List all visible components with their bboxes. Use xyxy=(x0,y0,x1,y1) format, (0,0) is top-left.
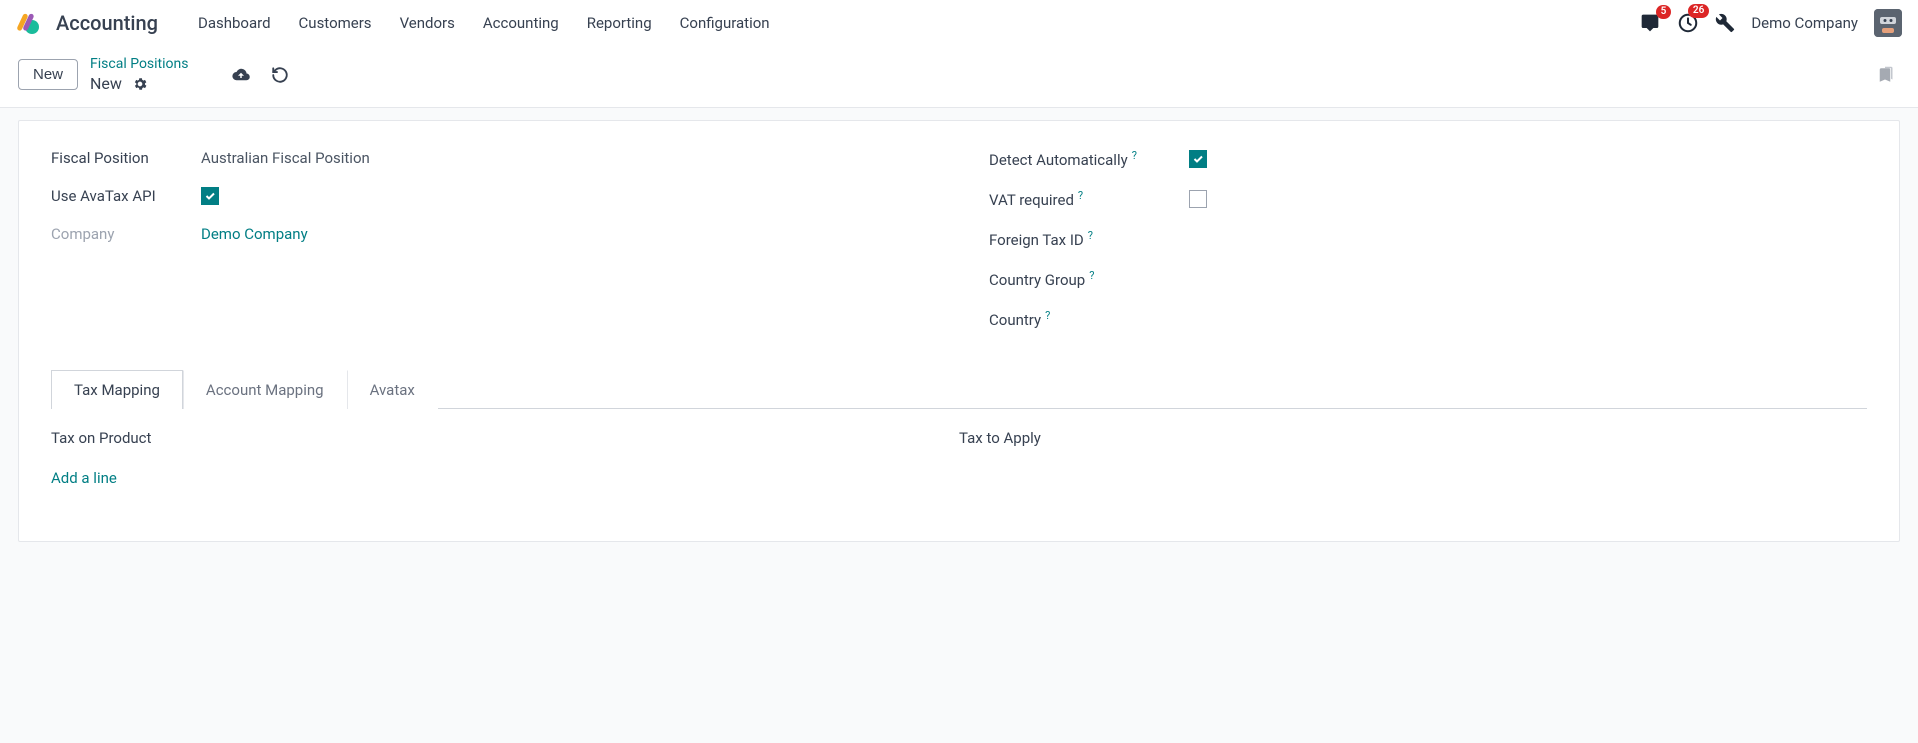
country-group-label: Country Group? xyxy=(989,269,1189,289)
discard-icon[interactable] xyxy=(271,66,289,84)
activities-icon[interactable]: 26 xyxy=(1677,12,1699,34)
app-logo xyxy=(16,11,40,35)
use-avatax-checkbox[interactable] xyxy=(201,187,219,205)
foreign-tax-id-help-icon[interactable]: ? xyxy=(1088,229,1093,242)
tab-account-mapping[interactable]: Account Mapping xyxy=(183,370,347,409)
nav-dashboard[interactable]: Dashboard xyxy=(184,4,285,42)
cloud-save-icon[interactable] xyxy=(231,66,251,84)
detect-auto-checkbox[interactable] xyxy=(1189,150,1207,168)
fiscal-position-input[interactable]: Australian Fiscal Position xyxy=(201,149,370,167)
detect-auto-label: Detect Automatically? xyxy=(989,149,1189,169)
foreign-tax-id-label: Foreign Tax ID? xyxy=(989,229,1189,249)
col-tax-on-product: Tax on Product xyxy=(51,429,959,447)
vat-required-help-icon[interactable]: ? xyxy=(1078,189,1083,202)
user-avatar[interactable] xyxy=(1874,9,1902,37)
company-label: Company xyxy=(51,225,201,243)
messages-badge: 5 xyxy=(1656,5,1672,19)
use-avatax-label: Use AvaTax API xyxy=(51,187,201,205)
tab-avatax[interactable]: Avatax xyxy=(347,370,438,409)
form-left-column: Fiscal Position Australian Fiscal Positi… xyxy=(51,149,929,329)
country-group-help-icon[interactable]: ? xyxy=(1089,269,1094,282)
detect-auto-help-icon[interactable]: ? xyxy=(1132,149,1137,162)
country-label: Country? xyxy=(989,309,1189,329)
app-name: Accounting xyxy=(56,11,158,35)
control-panel: New Fiscal Positions New xyxy=(0,46,1918,108)
form-sheet: Fiscal Position Australian Fiscal Positi… xyxy=(18,120,1900,542)
topbar-right: 5 26 Demo Company xyxy=(1639,9,1902,37)
new-button[interactable]: New xyxy=(18,59,78,90)
subbar-actions xyxy=(231,66,289,84)
fiscal-position-label: Fiscal Position xyxy=(51,149,201,167)
bookmark-icon[interactable] xyxy=(1876,64,1894,86)
breadcrumb: Fiscal Positions New xyxy=(90,56,188,93)
activities-badge: 26 xyxy=(1688,4,1709,18)
tabs: Tax Mapping Account Mapping Avatax xyxy=(51,369,1867,409)
add-line-button[interactable]: Add a line xyxy=(51,455,1867,501)
company-field[interactable]: Demo Company xyxy=(201,225,308,243)
nav-vendors[interactable]: Vendors xyxy=(386,4,469,42)
form-right-column: Detect Automatically? VAT required? Fore… xyxy=(989,149,1867,329)
col-tax-to-apply: Tax to Apply xyxy=(959,429,1867,447)
country-help-icon[interactable]: ? xyxy=(1045,309,1050,322)
gear-icon[interactable] xyxy=(132,76,148,92)
vat-required-checkbox[interactable] xyxy=(1189,190,1207,208)
company-switcher[interactable]: Demo Company xyxy=(1751,14,1858,32)
messages-icon[interactable]: 5 xyxy=(1639,13,1661,33)
topbar: Accounting Dashboard Customers Vendors A… xyxy=(0,0,1918,46)
debug-icon[interactable] xyxy=(1715,13,1735,33)
vat-required-label: VAT required? xyxy=(989,189,1189,209)
tab-tax-mapping[interactable]: Tax Mapping xyxy=(51,370,183,409)
tab-content: Tax on Product Tax to Apply Add a line xyxy=(51,409,1867,541)
breadcrumb-parent[interactable]: Fiscal Positions xyxy=(90,56,188,72)
nav-accounting[interactable]: Accounting xyxy=(469,4,573,42)
nav-configuration[interactable]: Configuration xyxy=(666,4,784,42)
nav-customers[interactable]: Customers xyxy=(285,4,386,42)
nav-menu: Dashboard Customers Vendors Accounting R… xyxy=(184,4,784,42)
nav-reporting[interactable]: Reporting xyxy=(573,4,666,42)
breadcrumb-current: New xyxy=(90,74,122,93)
